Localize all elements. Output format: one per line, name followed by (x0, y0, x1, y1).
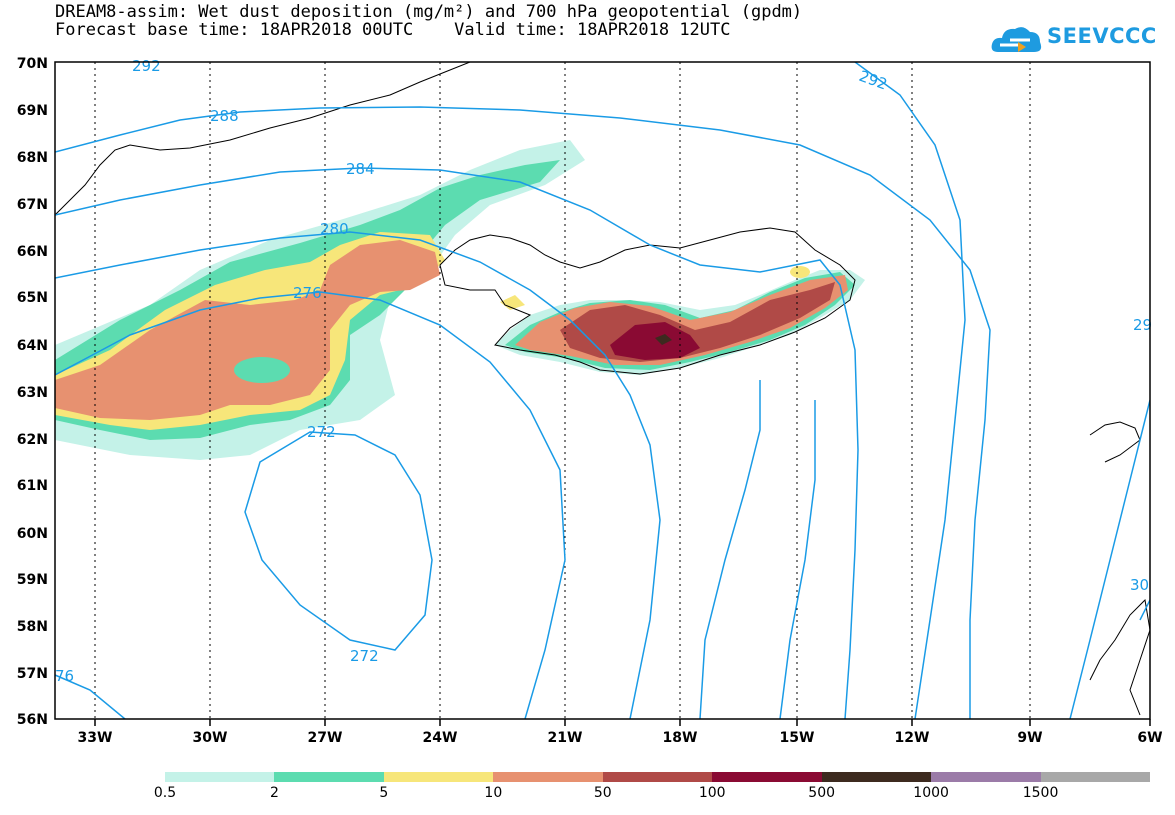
lat-label: 65N (17, 290, 48, 306)
lon-label: 30W (193, 730, 228, 746)
colorbar-label: 0.5 (153, 785, 177, 801)
map-subtitle: Forecast base time: 18APR2018 00UTC Vali… (55, 20, 731, 40)
lat-label: 62N (17, 432, 48, 448)
geopotential-contours (55, 62, 1150, 719)
lat-label: 70N (17, 56, 48, 72)
lon-label: 18W (663, 730, 698, 746)
contour-label: 76 (55, 667, 74, 685)
latitude-labels: 70N 69N 68N 67N 66N 65N 64N 63N 62N 61N … (17, 56, 48, 728)
lat-label: 61N (17, 478, 48, 494)
lat-label: 69N (17, 103, 48, 119)
colorbar-label: 50 (593, 785, 612, 801)
contour-label: 272 (307, 423, 336, 441)
contour-label: 272 (350, 647, 379, 665)
map-title: DREAM8-assim: Wet dust deposition (mg/m²… (55, 2, 803, 22)
dust-deposition-field (55, 140, 865, 460)
contour-label: 280 (320, 220, 349, 238)
lon-label: 24W (423, 730, 458, 746)
colorbar-label: 10 (484, 785, 503, 801)
axis-ticks (94, 719, 1151, 726)
lon-label: 21W (548, 730, 583, 746)
colorbar-label: 500 (808, 785, 836, 801)
colorbar (165, 772, 1150, 782)
lon-label: 15W (780, 730, 815, 746)
lat-label: 58N (17, 619, 48, 635)
colorbar-label: 100 (698, 785, 726, 801)
lat-label: 66N (17, 244, 48, 260)
lat-label: 68N (17, 150, 48, 166)
colorbar-label: 5 (379, 785, 389, 801)
colorbar-label: 1000 (913, 785, 949, 801)
lat-label: 67N (17, 197, 48, 213)
lat-label: 57N (17, 666, 48, 682)
colorbar-label: 1500 (1022, 785, 1059, 801)
contour-label: 292 (857, 67, 890, 94)
lat-label: 56N (17, 712, 48, 728)
contour-label: 288 (210, 107, 239, 125)
longitude-labels: 33W 30W 27W 24W 21W 18W 15W 12W 9W 6W (78, 730, 1163, 746)
colorbar-swatch (821, 772, 932, 782)
colorbar-label: 2 (269, 785, 279, 801)
colorbar-swatch (274, 772, 384, 782)
lon-label: 6W (1137, 730, 1162, 746)
colorbar-swatch (1040, 772, 1150, 782)
colorbar-swatch (493, 772, 603, 782)
colorbar-swatch (165, 772, 275, 782)
lon-label: 27W (308, 730, 343, 746)
lon-label: 9W (1017, 730, 1042, 746)
contour-label: 276 (293, 284, 322, 302)
contour-label-group: 292 292 288 284 280 276 272 272 76 29 30 (55, 57, 1152, 685)
lat-label: 60N (17, 526, 48, 542)
lat-label: 63N (17, 385, 48, 401)
colorbar-swatch (712, 772, 822, 782)
cloud-icon (991, 27, 1042, 52)
contour-label: 284 (346, 160, 375, 178)
lat-label: 64N (17, 338, 48, 354)
colorbar-swatch (383, 772, 494, 782)
contour-label: 30 (1130, 576, 1149, 594)
logo-text: SEEVCCC (1047, 24, 1157, 48)
contour-label: 292 (132, 57, 161, 75)
lon-label: 33W (78, 730, 113, 746)
colorbar-swatch (931, 772, 1041, 782)
lat-label: 59N (17, 572, 48, 588)
colorbar-swatch (602, 772, 713, 782)
lon-label: 12W (895, 730, 930, 746)
coastline (55, 62, 1150, 716)
map-frame (54, 61, 1151, 720)
graticule (94, 62, 1031, 719)
contour-label: 29 (1133, 316, 1152, 334)
